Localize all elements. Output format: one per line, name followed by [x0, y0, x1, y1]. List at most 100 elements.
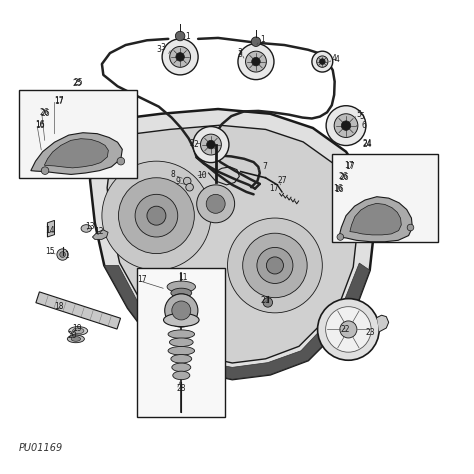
- Circle shape: [186, 183, 193, 191]
- Text: 6: 6: [361, 121, 366, 129]
- Ellipse shape: [172, 363, 191, 372]
- Text: 3: 3: [160, 43, 165, 52]
- Circle shape: [326, 307, 371, 352]
- Text: 11: 11: [178, 273, 188, 282]
- Circle shape: [206, 194, 225, 213]
- Ellipse shape: [81, 225, 91, 232]
- Circle shape: [319, 59, 325, 64]
- Text: 25: 25: [73, 79, 83, 87]
- Text: 2: 2: [193, 140, 198, 149]
- Circle shape: [326, 106, 366, 146]
- Text: 26: 26: [339, 173, 349, 182]
- Circle shape: [246, 51, 266, 72]
- Polygon shape: [377, 315, 389, 332]
- Polygon shape: [92, 230, 108, 239]
- Text: 17: 17: [55, 98, 64, 106]
- Circle shape: [257, 247, 293, 283]
- Text: 8: 8: [171, 170, 175, 179]
- Text: 21: 21: [261, 297, 270, 305]
- Circle shape: [117, 157, 125, 165]
- Text: 4: 4: [332, 54, 337, 63]
- Text: 4: 4: [334, 55, 339, 64]
- Text: 3: 3: [237, 51, 242, 59]
- Circle shape: [207, 140, 215, 149]
- Text: 28: 28: [177, 384, 186, 393]
- Text: 17: 17: [54, 96, 64, 105]
- Text: 24: 24: [362, 139, 372, 148]
- Text: 17: 17: [345, 163, 355, 171]
- Text: 3: 3: [156, 46, 161, 54]
- Polygon shape: [350, 203, 401, 235]
- Ellipse shape: [167, 281, 195, 292]
- Ellipse shape: [164, 313, 199, 327]
- Polygon shape: [339, 197, 412, 242]
- Text: PU01169: PU01169: [19, 443, 63, 453]
- Polygon shape: [107, 125, 357, 363]
- Text: 16: 16: [334, 185, 344, 194]
- Polygon shape: [31, 133, 122, 174]
- Circle shape: [407, 224, 414, 231]
- Text: 17: 17: [137, 275, 147, 284]
- Circle shape: [201, 134, 221, 155]
- Text: 13: 13: [85, 222, 95, 230]
- Circle shape: [57, 249, 68, 260]
- Ellipse shape: [69, 327, 88, 335]
- Text: 18: 18: [55, 302, 64, 311]
- Ellipse shape: [168, 330, 194, 338]
- Text: 17: 17: [269, 184, 279, 192]
- Text: 1: 1: [185, 32, 190, 40]
- Text: 10: 10: [197, 171, 207, 180]
- Circle shape: [197, 185, 235, 223]
- Text: 1: 1: [64, 251, 69, 259]
- Ellipse shape: [73, 328, 84, 334]
- Circle shape: [60, 252, 65, 257]
- Text: 24: 24: [363, 140, 372, 149]
- Polygon shape: [36, 292, 120, 329]
- Circle shape: [238, 44, 274, 80]
- Circle shape: [170, 46, 191, 67]
- Circle shape: [41, 167, 49, 174]
- Circle shape: [135, 194, 178, 237]
- Circle shape: [193, 127, 229, 163]
- Circle shape: [318, 299, 379, 360]
- Circle shape: [175, 31, 185, 41]
- Text: 20: 20: [67, 331, 77, 340]
- Text: 16: 16: [36, 121, 45, 130]
- Text: 23: 23: [366, 328, 375, 337]
- Circle shape: [118, 178, 194, 254]
- Text: 25: 25: [73, 79, 82, 88]
- Polygon shape: [47, 220, 55, 237]
- Text: 26: 26: [40, 109, 50, 118]
- Text: 3: 3: [237, 48, 242, 57]
- Polygon shape: [104, 263, 370, 379]
- Circle shape: [243, 233, 307, 298]
- Text: 14: 14: [46, 226, 55, 235]
- Circle shape: [252, 57, 260, 66]
- Polygon shape: [90, 109, 374, 379]
- Text: 16: 16: [334, 184, 343, 193]
- Ellipse shape: [168, 346, 194, 355]
- Circle shape: [251, 37, 261, 46]
- Circle shape: [164, 294, 198, 327]
- Text: 2: 2: [190, 139, 194, 148]
- Text: 5: 5: [356, 110, 361, 119]
- Text: 7: 7: [262, 163, 267, 171]
- Ellipse shape: [71, 337, 81, 341]
- Circle shape: [312, 51, 333, 72]
- Text: 22: 22: [340, 326, 350, 334]
- Ellipse shape: [169, 338, 193, 346]
- Text: 9: 9: [175, 177, 180, 186]
- Ellipse shape: [173, 371, 190, 380]
- Ellipse shape: [67, 335, 84, 343]
- Bar: [332, 154, 438, 242]
- Text: 16: 16: [35, 120, 45, 128]
- Text: 17: 17: [345, 162, 354, 170]
- Circle shape: [263, 298, 273, 307]
- Circle shape: [147, 206, 166, 225]
- Text: 19: 19: [72, 324, 82, 332]
- Circle shape: [341, 121, 351, 130]
- Circle shape: [228, 218, 322, 313]
- Text: 5: 5: [359, 112, 364, 120]
- Circle shape: [340, 321, 357, 338]
- Text: 27: 27: [278, 176, 287, 184]
